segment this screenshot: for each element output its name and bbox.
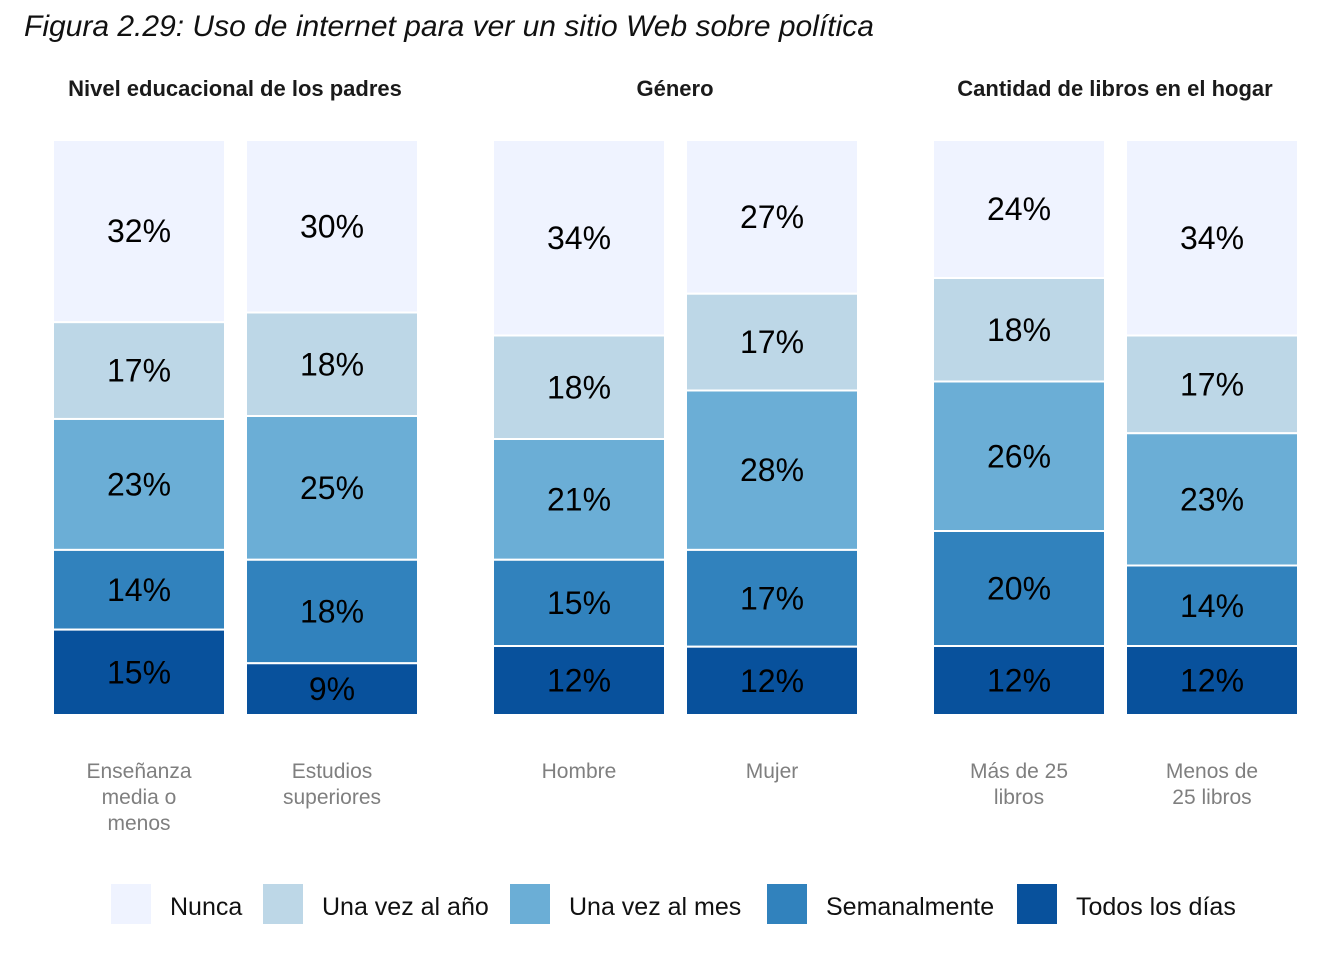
data-label: 12% [987,663,1051,699]
legend-label: Una vez al mes [569,893,741,921]
bar-segment [492,334,666,440]
bar-segment [245,311,419,417]
figure-title: Figura 2.29: Uso de internet para ver un… [24,10,874,43]
data-label: 18% [987,312,1051,348]
bar-segment [245,662,419,716]
legend-swatch [263,884,303,924]
category-label: 25 libros [1172,786,1251,809]
panel-title: Género [636,76,713,101]
category-label: Más de 25 [970,760,1068,783]
bar-segment [1125,139,1299,337]
bar-segment [1125,432,1299,567]
bar-segment [685,645,859,716]
bar-segment [52,417,226,551]
data-label: 20% [987,571,1051,607]
bar-segment [52,321,226,420]
bar-segment [932,645,1106,716]
category-label: menos [107,812,170,835]
category-label: Hombre [542,760,617,783]
data-label: 18% [547,369,611,405]
legend-label: Semanalmente [826,893,994,921]
legend-swatch [767,884,807,924]
bar-segment [685,389,859,551]
data-label: 18% [300,346,364,382]
bar-segment [52,139,226,324]
bar-segment [685,292,859,392]
data-label: 26% [987,438,1051,474]
data-label: 14% [1180,588,1244,624]
data-label: 12% [547,663,611,699]
data-label: 30% [300,208,364,244]
data-label: 17% [740,324,804,360]
bar-segment [1125,564,1299,647]
bar-segment [245,558,419,665]
data-label: 12% [1180,663,1244,699]
data-label: 17% [107,353,171,389]
data-label: 9% [309,671,355,707]
data-label: 18% [300,594,364,630]
bar-segment [1125,334,1299,435]
category-label: superiores [283,786,381,809]
data-label: 34% [547,220,611,256]
bar-segment [492,645,666,716]
category-label: Estudios [292,760,373,783]
data-label: 23% [1180,481,1244,517]
bar-segment [492,438,666,561]
data-label: 34% [1180,220,1244,256]
data-label: 21% [547,481,611,517]
category-label: Menos de [1166,760,1258,783]
category-label: media o [102,786,177,809]
bar-segment [932,277,1106,383]
bar-segment [492,558,666,647]
legend-label: Nunca [170,893,242,921]
category-label: Mujer [746,760,799,783]
data-label: 24% [987,191,1051,227]
data-label: 15% [107,654,171,690]
data-label: 17% [1180,366,1244,402]
data-label: 32% [107,213,171,249]
bar-segment [1125,645,1299,716]
panel-title: Nivel educacional de los padres [68,76,402,101]
data-label: 12% [740,663,804,699]
bar-segment [932,530,1106,647]
legend-swatch [1017,884,1057,924]
bar-segment [932,139,1106,279]
data-label: 27% [740,199,804,235]
bar-segment [245,415,419,561]
bar-segment [52,628,226,716]
data-label: 17% [740,580,804,616]
data-label: 14% [107,572,171,608]
data-label: 28% [740,452,804,488]
data-label: 23% [107,466,171,502]
legend-label: Una vez al año [322,893,489,921]
category-label: Enseñanza [86,760,191,783]
category-label: libros [994,786,1044,809]
legend-label: Todos los días [1076,893,1236,921]
data-label: 25% [300,470,364,506]
data-label: 15% [547,585,611,621]
bar-segment [685,139,859,295]
legend-swatch [510,884,550,924]
bar-segment [685,548,859,648]
legend-swatch [111,884,151,924]
panel-title: Cantidad de libros en el hogar [957,76,1273,101]
bar-segment [932,380,1106,532]
